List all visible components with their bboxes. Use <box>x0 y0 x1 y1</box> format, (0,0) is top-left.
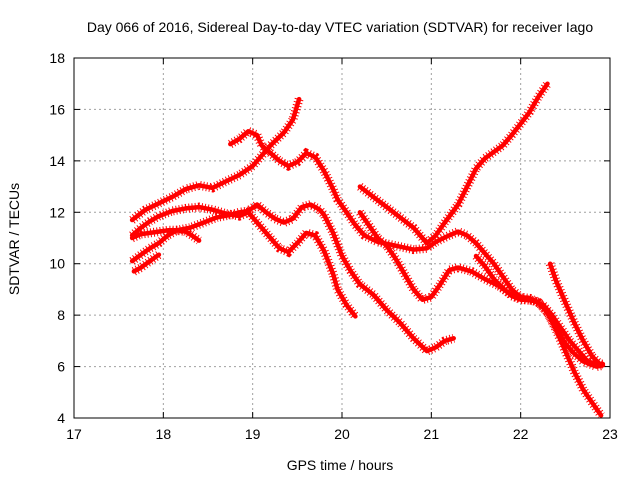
series-markers <box>131 251 162 276</box>
series-line <box>129 204 358 319</box>
grid-layer <box>74 58 610 418</box>
y-tick-label: 12 <box>49 204 65 220</box>
x-axis-label: GPS time / hours <box>287 457 394 473</box>
series-line <box>547 261 604 368</box>
series-track-j <box>545 261 605 369</box>
series-markers <box>356 209 603 369</box>
series-track-a <box>131 251 162 276</box>
series-track-e <box>129 96 304 224</box>
series-track-c <box>129 225 202 245</box>
x-tick-label: 23 <box>602 426 618 442</box>
x-tick-label: 20 <box>334 426 350 442</box>
y-tick-label: 14 <box>49 153 65 169</box>
x-tick-label: 18 <box>156 426 172 442</box>
x-tick-label: 21 <box>424 426 440 442</box>
series-line <box>357 81 550 246</box>
series-markers <box>472 253 605 418</box>
series-track-g <box>357 81 552 250</box>
y-tick-label: 6 <box>57 359 65 375</box>
series-markers <box>129 202 359 320</box>
series-track-h <box>356 209 606 369</box>
x-tick-label: 22 <box>513 426 529 442</box>
x-tick-label: 19 <box>245 426 261 442</box>
y-tick-label: 10 <box>49 256 65 272</box>
tick-label-layer: 17 18 19 20 21 22 23 4 6 8 10 12 14 16 18 <box>49 50 618 442</box>
frame-layer <box>73 57 611 419</box>
series-markers <box>357 81 552 250</box>
y-tick-label: 8 <box>57 307 65 323</box>
chart-title: Day 066 of 2016, Sidereal Day-to-day VTE… <box>87 19 594 35</box>
series-layer <box>129 81 606 418</box>
series-track-d <box>129 202 359 320</box>
y-tick-label: 18 <box>49 50 65 66</box>
series-line <box>129 96 302 223</box>
x-tick-label: 17 <box>66 426 82 442</box>
series-line <box>129 228 202 243</box>
y-tick-label: 16 <box>49 101 65 117</box>
y-tick-label: 4 <box>57 410 65 426</box>
series-track-i <box>472 253 605 418</box>
y-axis-label: SDTVAR / TECUs <box>6 183 22 295</box>
